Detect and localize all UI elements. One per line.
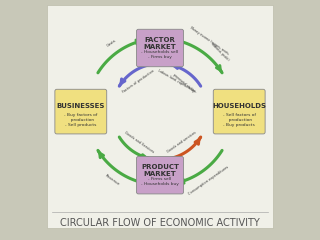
Text: - Firms sell
- Households buy: - Firms sell - Households buy: [141, 177, 179, 186]
Text: FACTOR
MARKET: FACTOR MARKET: [144, 37, 176, 50]
FancyBboxPatch shape: [47, 5, 273, 228]
Text: BUSINESSES: BUSINESSES: [57, 103, 105, 109]
Text: - Sell factors of
  production
- Buy products: - Sell factors of production - Buy produ…: [223, 113, 256, 127]
Text: PRODUCT
MARKET: PRODUCT MARKET: [141, 164, 179, 177]
FancyBboxPatch shape: [137, 156, 184, 194]
Text: CIRCULAR FLOW OF ECONOMIC ACTIVITY: CIRCULAR FLOW OF ECONOMIC ACTIVITY: [60, 218, 260, 228]
Text: HOUSEHOLDS: HOUSEHOLDS: [212, 103, 266, 109]
Text: Money income (wages, rents,: Money income (wages, rents,: [189, 26, 230, 56]
Text: Labour, land, capital, entre-: Labour, land, capital, entre-: [157, 69, 197, 94]
Text: Goods and services: Goods and services: [166, 130, 197, 154]
Text: preneurial ability: preneurial ability: [172, 73, 196, 93]
Text: Revenue: Revenue: [104, 174, 120, 187]
Text: Goods and Services: Goods and Services: [123, 130, 154, 154]
FancyBboxPatch shape: [213, 89, 265, 134]
Text: Factors of production: Factors of production: [122, 69, 156, 94]
FancyBboxPatch shape: [137, 29, 184, 67]
Text: Consumption expenditures: Consumption expenditures: [187, 165, 229, 196]
FancyBboxPatch shape: [55, 89, 107, 134]
Text: - Buy factors of
  production
- Sell products: - Buy factors of production - Sell produ…: [64, 113, 98, 127]
Text: - Households sell
- Firms buy: - Households sell - Firms buy: [141, 50, 179, 59]
Text: interest, profit): interest, profit): [210, 42, 229, 62]
Text: Costs: Costs: [106, 38, 117, 48]
